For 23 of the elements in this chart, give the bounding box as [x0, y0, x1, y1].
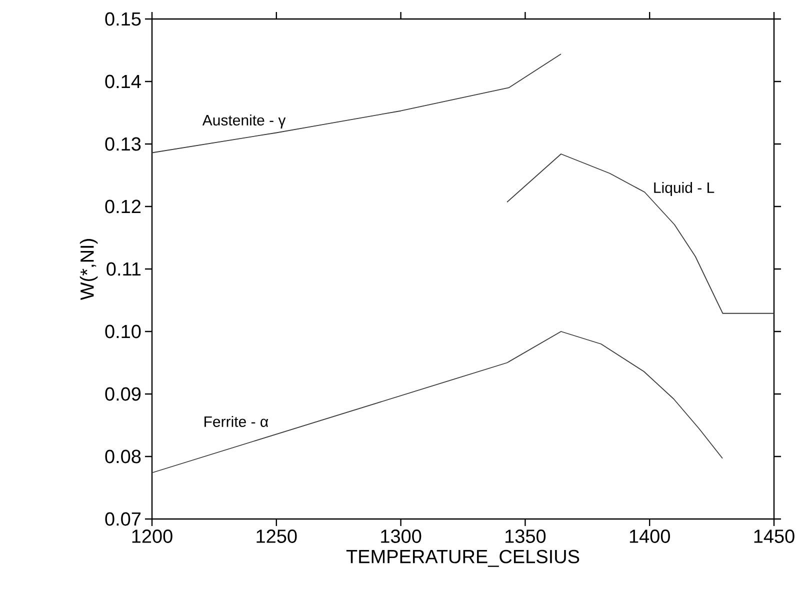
y-tick-label: 0.08 [105, 450, 141, 464]
y-tick-label: 0.12 [105, 200, 141, 214]
annotation: Liquid - L [654, 182, 714, 196]
annotation: Austenite - γ [202, 114, 286, 128]
y-tick-label: 0.10 [105, 324, 141, 338]
y-tick-label: 0.07 [105, 512, 141, 526]
y-tick-label: 0.14 [105, 74, 141, 88]
y-tick-label: 0.15 [105, 12, 141, 26]
line-series [506, 154, 774, 314]
annotation: Ferrite - α [204, 416, 268, 427]
x-tick-label: 1350 [506, 530, 546, 543]
x-tick-label: 1200 [132, 530, 172, 543]
x-tick-label: 1400 [630, 530, 670, 543]
line-series [152, 54, 562, 154]
y-tick-label: 0.13 [105, 137, 141, 151]
y-tick-label: 0.11 [106, 262, 141, 276]
line-series [152, 331, 723, 474]
y-tick-label: 0.09 [105, 387, 141, 401]
x-tick-label: 1300 [381, 530, 422, 543]
x-tick-label: 1450 [754, 530, 794, 543]
y-axis-title: W(*,NI) [80, 239, 98, 300]
x-tick-label: 1250 [256, 530, 297, 543]
x-axis-title: TEMPERATURE_CELSIUS [346, 550, 580, 567]
